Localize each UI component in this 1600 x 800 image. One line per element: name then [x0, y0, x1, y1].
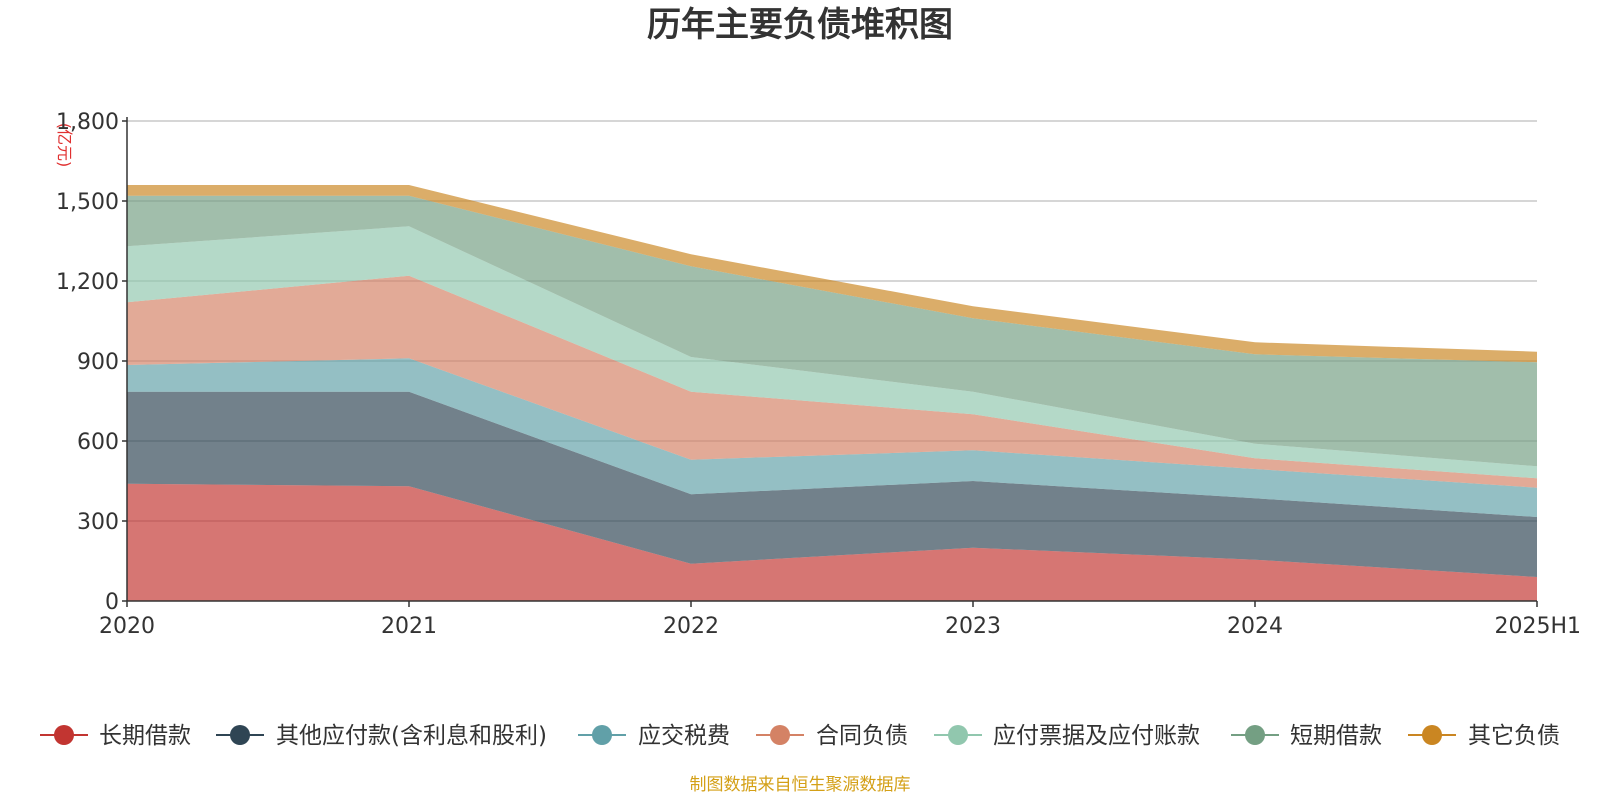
- area-series-6: [127, 195, 1537, 467]
- legend-marker: [948, 725, 968, 745]
- legend-marker: [1245, 725, 1265, 745]
- legend-label: 合同负债: [816, 723, 908, 749]
- legend-label: 其他应付款(含利息和股利): [276, 723, 547, 749]
- legend-label: 其它负债: [1468, 723, 1560, 749]
- legend-item-7[interactable]: 其它负债: [1408, 723, 1560, 749]
- y-axis-unit-label: (亿元): [55, 123, 74, 168]
- y-tick-label: 300: [77, 510, 119, 535]
- x-tick-label: 2023: [945, 614, 1001, 639]
- legend-marker: [592, 725, 612, 745]
- legend-marker: [1422, 725, 1442, 745]
- x-tick-label: 2025H1: [1494, 614, 1581, 639]
- legend-label: 应付票据及应付账款: [993, 723, 1200, 749]
- y-tick-label: 600: [77, 430, 119, 455]
- y-tick-label: 1,500: [56, 190, 119, 215]
- x-tick-label: 2021: [381, 614, 437, 639]
- axes: 0 300 600 900 1,200 1,500 1,800 2020 2021 2022 202…: [56, 110, 1581, 639]
- legend-item-6[interactable]: 短期借款: [1231, 723, 1382, 749]
- area-series-3: [127, 358, 1537, 517]
- x-tick-label: 2020: [99, 614, 155, 639]
- area-series-1: [127, 483, 1537, 601]
- y-tick-label: 1,200: [56, 270, 119, 295]
- legend-item-1[interactable]: 长期借款: [40, 723, 191, 749]
- area-series-4: [127, 275, 1537, 488]
- area-series-5: [127, 226, 1537, 479]
- x-tick-label: 2022: [663, 614, 719, 639]
- area-series-group: [127, 185, 1537, 601]
- legend-item-2[interactable]: 其他应付款(含利息和股利): [216, 723, 547, 749]
- legend-label: 长期借款: [99, 723, 191, 749]
- legend-marker: [230, 725, 250, 745]
- legend-item-3[interactable]: 应交税费: [578, 723, 730, 749]
- y-tick-label: 0: [105, 590, 119, 615]
- x-tick-label: 2024: [1227, 614, 1283, 639]
- y-tick-label: 1,800: [56, 110, 119, 135]
- legend-label: 短期借款: [1290, 723, 1382, 749]
- legend-marker: [770, 725, 790, 745]
- data-source-note: 制图数据来自恒生聚源数据库: [690, 775, 911, 795]
- chart-title: 历年主要负债堆积图: [647, 5, 953, 45]
- legend: 长期借款 其他应付款(含利息和股利) 应交税费 合同负债 应付票据及应付账款 短期借款 其它…: [40, 723, 1560, 749]
- legend-marker: [54, 725, 74, 745]
- legend-label: 应交税费: [638, 723, 730, 749]
- y-tick-label: 900: [77, 350, 119, 375]
- legend-item-5[interactable]: 应付票据及应付账款: [934, 723, 1200, 749]
- legend-item-4[interactable]: 合同负债: [756, 723, 908, 749]
- area-series-2: [127, 391, 1537, 577]
